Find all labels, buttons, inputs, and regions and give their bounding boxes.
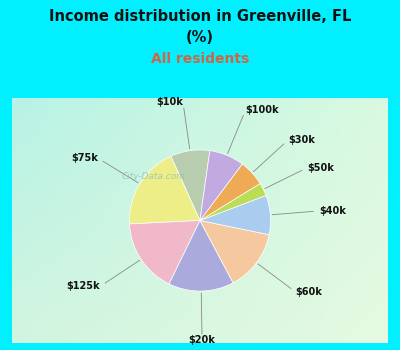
Wedge shape xyxy=(200,150,242,220)
Text: $30k: $30k xyxy=(288,135,315,145)
Wedge shape xyxy=(171,150,210,220)
Wedge shape xyxy=(200,183,266,220)
Text: All residents: All residents xyxy=(151,52,249,66)
Text: $10k: $10k xyxy=(156,97,183,107)
Wedge shape xyxy=(130,220,200,284)
Text: Income distribution in Greenville, FL: Income distribution in Greenville, FL xyxy=(49,9,351,24)
Wedge shape xyxy=(200,220,269,283)
Text: $75k: $75k xyxy=(71,153,98,163)
Text: $60k: $60k xyxy=(296,287,323,297)
Wedge shape xyxy=(169,220,233,291)
Text: $125k: $125k xyxy=(66,281,100,291)
Text: (%): (%) xyxy=(186,30,214,45)
Text: City-Data.com: City-Data.com xyxy=(122,172,186,181)
Wedge shape xyxy=(130,156,200,224)
Wedge shape xyxy=(200,164,260,220)
Text: $50k: $50k xyxy=(307,163,334,173)
Text: $100k: $100k xyxy=(246,105,279,115)
Text: $20k: $20k xyxy=(189,335,216,345)
Text: $40k: $40k xyxy=(319,206,346,216)
Wedge shape xyxy=(200,195,270,235)
